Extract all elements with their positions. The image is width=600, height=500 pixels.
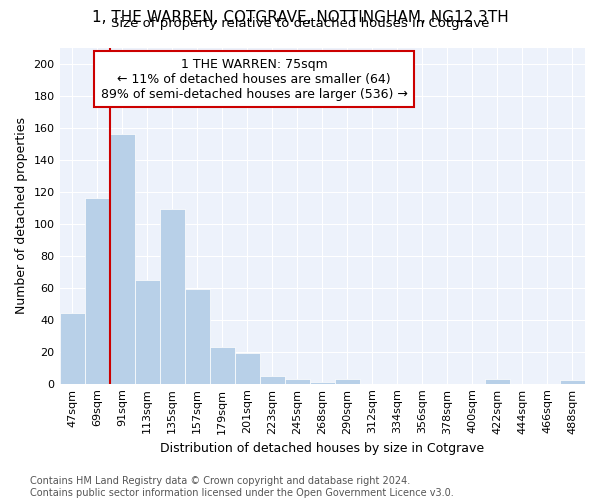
Bar xyxy=(560,380,585,384)
Text: 1, THE WARREN, COTGRAVE, NOTTINGHAM, NG12 3TH: 1, THE WARREN, COTGRAVE, NOTTINGHAM, NG1… xyxy=(92,10,508,25)
Text: Contains HM Land Registry data © Crown copyright and database right 2024.
Contai: Contains HM Land Registry data © Crown c… xyxy=(30,476,454,498)
Y-axis label: Number of detached properties: Number of detached properties xyxy=(15,117,28,314)
Bar xyxy=(59,313,85,384)
Bar xyxy=(134,280,160,384)
Bar xyxy=(285,379,310,384)
Bar xyxy=(160,209,185,384)
Text: Size of property relative to detached houses in Cotgrave: Size of property relative to detached ho… xyxy=(111,18,489,30)
Bar xyxy=(85,198,110,384)
Bar xyxy=(335,379,360,384)
Bar xyxy=(110,134,134,384)
Bar xyxy=(485,379,510,384)
Bar xyxy=(209,347,235,384)
Bar xyxy=(185,289,209,384)
Bar xyxy=(235,354,260,384)
Bar xyxy=(260,376,285,384)
Text: 1 THE WARREN: 75sqm
← 11% of detached houses are smaller (64)
89% of semi-detach: 1 THE WARREN: 75sqm ← 11% of detached ho… xyxy=(101,58,407,100)
X-axis label: Distribution of detached houses by size in Cotgrave: Distribution of detached houses by size … xyxy=(160,442,484,455)
Bar xyxy=(310,382,335,384)
